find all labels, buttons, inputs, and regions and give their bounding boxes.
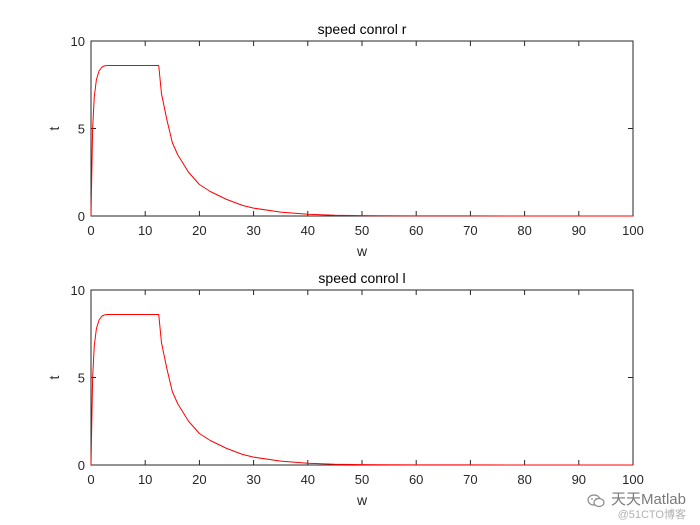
x-tick-label: 10 bbox=[138, 223, 152, 238]
y-tick-label: 5 bbox=[78, 122, 85, 137]
x-tick-label: 100 bbox=[622, 472, 644, 487]
y-tick-label: 0 bbox=[78, 458, 85, 473]
x-tick-label: 90 bbox=[572, 223, 586, 238]
x-axis-label: w bbox=[356, 492, 368, 508]
x-tick-label: 30 bbox=[246, 223, 260, 238]
wechat-icon bbox=[587, 494, 605, 507]
x-tick-label: 90 bbox=[572, 472, 586, 487]
x-tick-label: 60 bbox=[409, 472, 423, 487]
x-tick-label: 70 bbox=[463, 472, 477, 487]
plot-area bbox=[90, 40, 634, 217]
plot-area bbox=[90, 289, 634, 466]
y-tick-label: 0 bbox=[78, 209, 85, 224]
subplot-1: 0 10 20 30 40 50 60 70 80 90 100 0 5 10 speed conrol r… bbox=[46, 21, 644, 259]
y-tick-label: 10 bbox=[71, 34, 85, 49]
x-tick-label: 0 bbox=[87, 223, 94, 238]
x-tick-label: 100 bbox=[622, 223, 644, 238]
watermark: 天天Matlab @51CTO博客 bbox=[587, 492, 686, 521]
x-tick-label: 40 bbox=[301, 472, 315, 487]
subplot-2: 0 10 20 30 40 50 60 70 80 90 100 0 5 10 speed conrol l… bbox=[46, 270, 644, 508]
y-tick-label: 10 bbox=[71, 283, 85, 298]
x-tick-label: 20 bbox=[192, 472, 206, 487]
x-tick-label: 40 bbox=[301, 223, 315, 238]
watermark-sub-text: @51CTO博客 bbox=[617, 508, 686, 521]
y-axis-label: t bbox=[46, 375, 62, 379]
x-axis-label: w bbox=[356, 243, 368, 259]
series-line-1 bbox=[90, 314, 634, 466]
x-tick-label: 80 bbox=[517, 223, 531, 238]
watermark-main-text: 天天Matlab bbox=[610, 491, 686, 509]
x-tick-label: 0 bbox=[87, 472, 94, 487]
x-tick-label: 50 bbox=[355, 223, 369, 238]
x-tick-label: 70 bbox=[463, 223, 477, 238]
x-tick-label: 10 bbox=[138, 472, 152, 487]
x-tick-label: 30 bbox=[246, 472, 260, 487]
x-tick-label: 60 bbox=[409, 223, 423, 238]
x-tick-label: 50 bbox=[355, 472, 369, 487]
y-tick-label: 5 bbox=[78, 371, 85, 386]
x-tick-label: 80 bbox=[517, 472, 531, 487]
series-line-1 bbox=[90, 65, 634, 217]
x-tick-label: 20 bbox=[192, 223, 206, 238]
y-axis-label: t bbox=[46, 126, 62, 130]
chart-title: speed conrol r bbox=[318, 21, 407, 37]
chart-title: speed conrol l bbox=[318, 270, 405, 286]
